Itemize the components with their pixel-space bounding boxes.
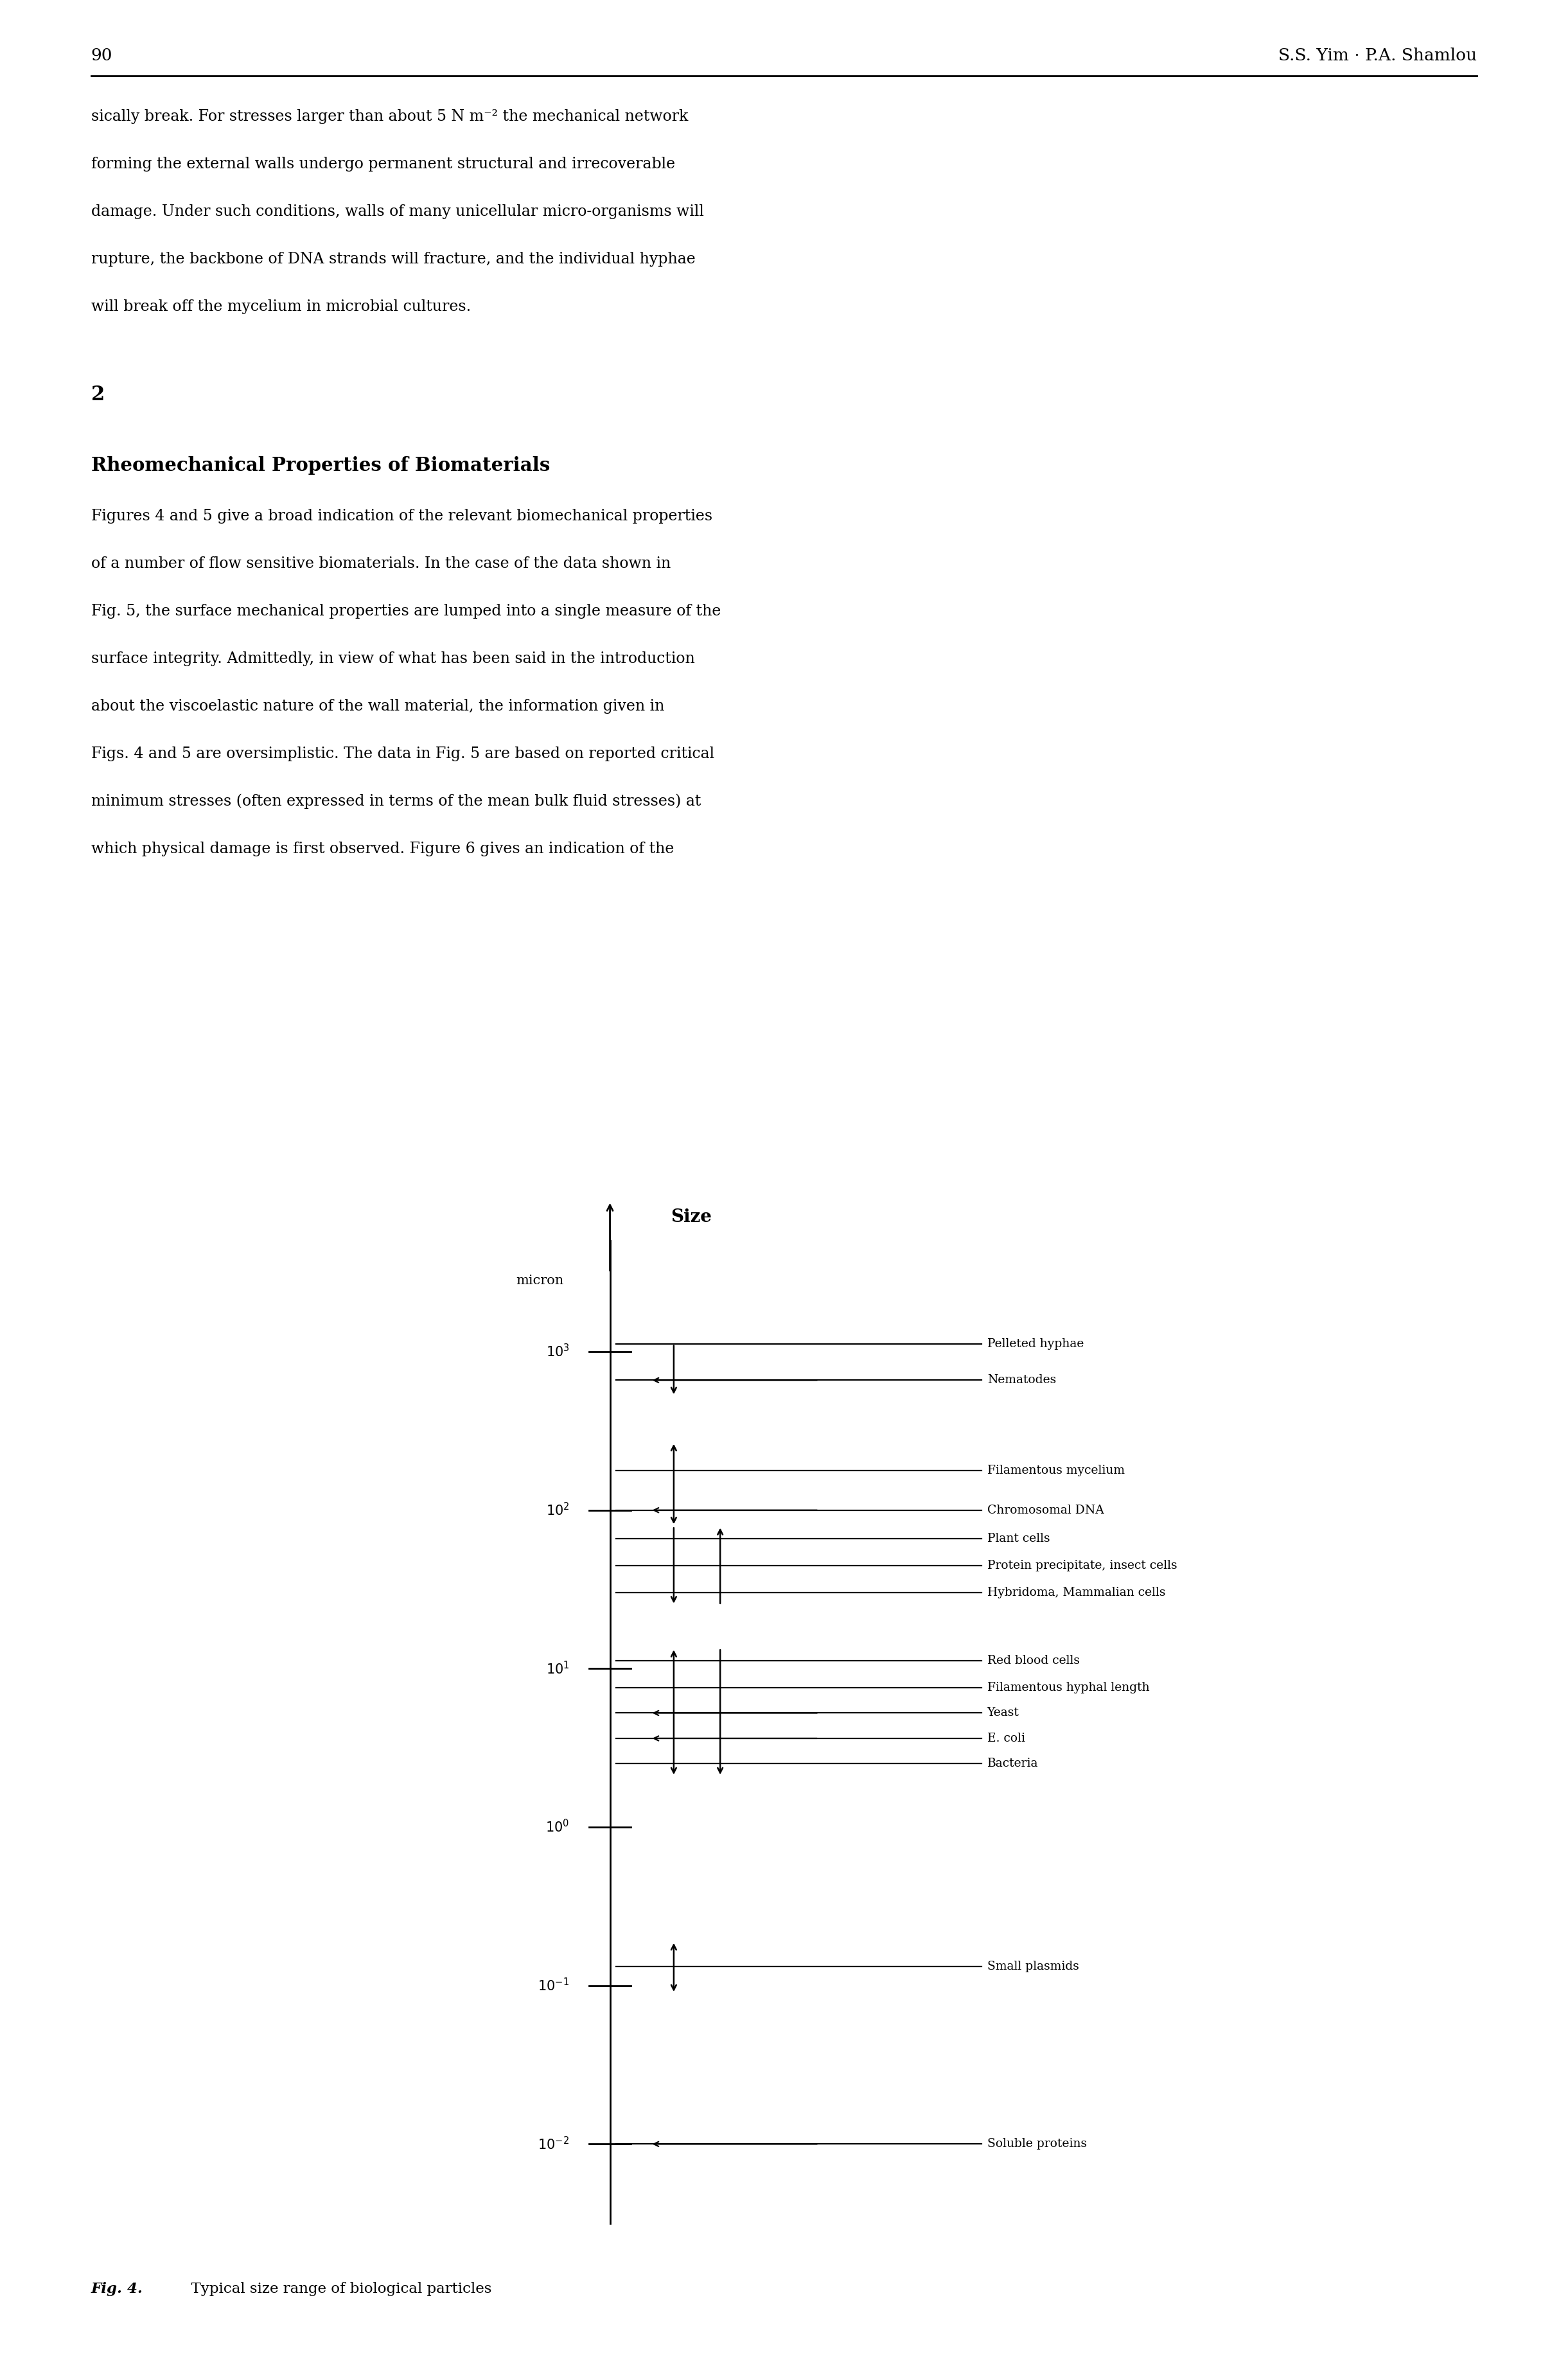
Text: Plant cells: Plant cells — [988, 1533, 1049, 1545]
Text: $10^{2}$: $10^{2}$ — [546, 1502, 569, 1519]
Text: Fig. 4.: Fig. 4. — [91, 2282, 143, 2296]
Text: forming the external walls undergo permanent structural and irrecoverable: forming the external walls undergo perma… — [91, 157, 674, 171]
Text: Size: Size — [671, 1208, 712, 1227]
Text: about the viscoelastic nature of the wall material, the information given in: about the viscoelastic nature of the wal… — [91, 699, 665, 713]
Text: which physical damage is first observed. Figure 6 gives an indication of the: which physical damage is first observed.… — [91, 841, 674, 856]
Text: Filamentous hyphal length: Filamentous hyphal length — [988, 1683, 1149, 1692]
Text: Nematodes: Nematodes — [988, 1374, 1055, 1386]
Text: micron: micron — [516, 1274, 563, 1286]
Text: Yeast: Yeast — [988, 1707, 1019, 1719]
Text: sically break. For stresses larger than about 5 N m⁻² the mechanical network: sically break. For stresses larger than … — [91, 109, 688, 124]
Text: damage. Under such conditions, walls of many unicellular micro-organisms will: damage. Under such conditions, walls of … — [91, 204, 704, 219]
Text: Pelleted hyphae: Pelleted hyphae — [988, 1338, 1083, 1350]
Text: rupture, the backbone of DNA strands will fracture, and the individual hyphae: rupture, the backbone of DNA strands wil… — [91, 252, 695, 266]
Text: Figures 4 and 5 give a broad indication of the relevant biomechanical properties: Figures 4 and 5 give a broad indication … — [91, 509, 712, 523]
Text: Fig. 5, the surface mechanical properties are lumped into a single measure of th: Fig. 5, the surface mechanical propertie… — [91, 604, 721, 618]
Text: Hybridoma, Mammalian cells: Hybridoma, Mammalian cells — [988, 1588, 1165, 1597]
Text: Bacteria: Bacteria — [988, 1759, 1038, 1768]
Text: $10^{-1}$: $10^{-1}$ — [538, 1978, 569, 1994]
Text: 2: 2 — [91, 385, 105, 404]
Text: surface integrity. Admittedly, in view of what has been said in the introduction: surface integrity. Admittedly, in view o… — [91, 651, 695, 666]
Text: minimum stresses (often expressed in terms of the mean bulk fluid stresses) at: minimum stresses (often expressed in ter… — [91, 794, 701, 808]
Text: $10^{1}$: $10^{1}$ — [546, 1662, 569, 1676]
Text: Figs. 4 and 5 are oversimplistic. The data in Fig. 5 are based on reported criti: Figs. 4 and 5 are oversimplistic. The da… — [91, 746, 713, 761]
Text: Chromosomal DNA: Chromosomal DNA — [988, 1505, 1104, 1517]
Text: $10^{3}$: $10^{3}$ — [546, 1343, 569, 1360]
Text: Protein precipitate, insect cells: Protein precipitate, insect cells — [988, 1559, 1178, 1571]
Text: of a number of flow sensitive biomaterials. In the case of the data shown in: of a number of flow sensitive biomateria… — [91, 556, 671, 570]
Text: 90: 90 — [91, 48, 113, 64]
Text: Filamentous mycelium: Filamentous mycelium — [988, 1464, 1124, 1476]
Text: $10^{-2}$: $10^{-2}$ — [538, 2137, 569, 2151]
Text: Red blood cells: Red blood cells — [988, 1654, 1079, 1666]
Text: E. coli: E. coli — [988, 1733, 1025, 1745]
Text: S.S. Yim · P.A. Shamlou: S.S. Yim · P.A. Shamlou — [1278, 48, 1477, 64]
Text: will break off the mycelium in microbial cultures.: will break off the mycelium in microbial… — [91, 300, 470, 314]
Text: Soluble proteins: Soluble proteins — [988, 2139, 1087, 2149]
Text: $10^{0}$: $10^{0}$ — [546, 1818, 569, 1835]
Text: Rheomechanical Properties of Biomaterials: Rheomechanical Properties of Biomaterial… — [91, 456, 550, 475]
Text: Small plasmids: Small plasmids — [988, 1961, 1079, 1973]
Text: Typical size range of biological particles: Typical size range of biological particl… — [182, 2282, 492, 2296]
